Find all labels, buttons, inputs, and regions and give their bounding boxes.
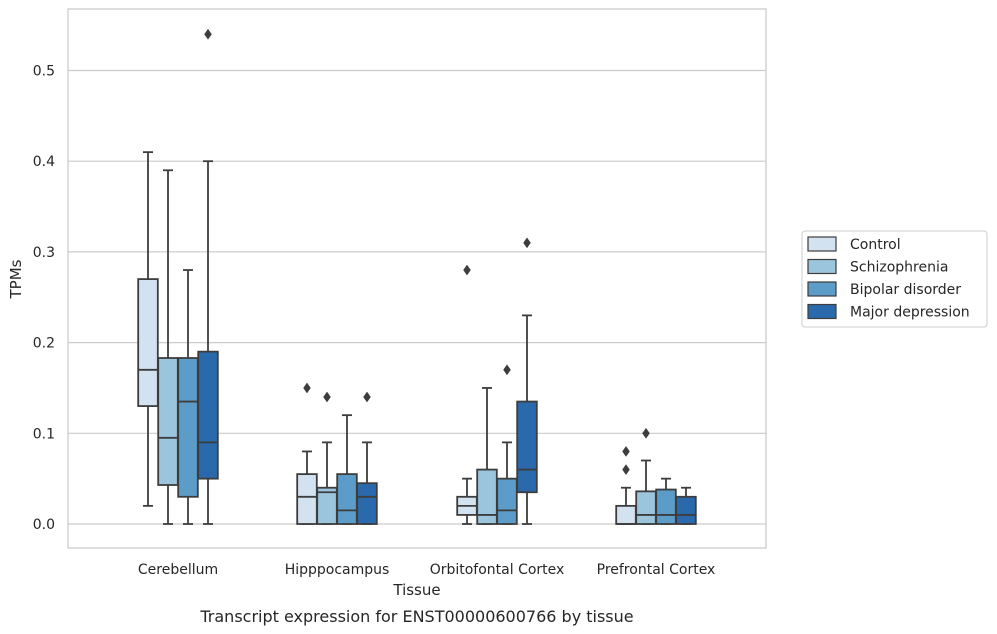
box-iqr — [635, 490, 657, 525]
y-tick-label: 0.4 — [33, 154, 55, 170]
box-1-2 — [476, 387, 498, 525]
box-iqr — [516, 400, 538, 494]
outlier-point — [503, 364, 511, 376]
x-tick-label: Prefrontal Cortex — [597, 562, 716, 578]
legend: Control Schizophrenia Bipolar disorder Majo… — [801, 230, 988, 328]
box-1-0 — [157, 169, 179, 525]
box-iqr — [316, 486, 338, 525]
x-tick-label: Hipppocampus — [285, 562, 390, 578]
y-axis-label: TPMs — [7, 259, 25, 299]
box-1-1 — [316, 391, 338, 525]
box-iqr — [336, 473, 358, 525]
y-tick-label: 0.1 — [33, 426, 55, 442]
legend-frame — [801, 230, 988, 328]
box-3-0 — [197, 28, 219, 525]
outlier-point — [463, 264, 471, 276]
box-iqr — [496, 477, 518, 525]
box-3-3 — [675, 486, 697, 525]
box-layer — [137, 28, 697, 525]
box-3-1 — [356, 391, 378, 525]
legend-swatch — [807, 303, 837, 320]
box-iqr — [615, 504, 637, 525]
outlier-point — [523, 237, 531, 249]
box-iqr — [675, 495, 697, 525]
box-2-0 — [177, 269, 199, 525]
box-iqr — [157, 357, 179, 486]
box-iqr — [655, 488, 677, 525]
outlier-point — [204, 28, 212, 40]
y-tick-label: 0.2 — [33, 336, 55, 352]
box-0-0 — [137, 151, 159, 507]
box-iqr — [137, 278, 159, 407]
box-iqr — [197, 350, 219, 480]
legend-swatch — [807, 258, 837, 275]
y-tick-labels: 0.0 0.1 0.2 0.3 0.4 0.5 — [33, 64, 55, 534]
x-tick-labels: Cerebellum Hipppocampus Orbitofontal Corte… — [138, 562, 715, 578]
box-2-2 — [496, 364, 518, 525]
x-tick-label: Orbitofontal Cortex — [430, 562, 565, 578]
outlier-point — [303, 382, 311, 394]
box-iqr — [356, 482, 378, 525]
box-0-1 — [296, 382, 318, 525]
plot-frame — [67, 8, 767, 549]
outlier-point — [642, 427, 650, 439]
box-0-3 — [615, 446, 637, 525]
box-iqr — [476, 468, 498, 525]
outlier-point — [622, 446, 630, 457]
outlier-point — [622, 464, 630, 476]
legend-swatch — [807, 281, 837, 297]
legend-label: Major depression — [850, 305, 970, 321]
legend-swatch — [807, 236, 837, 252]
legend-label: Control — [850, 237, 901, 253]
box-2-3 — [655, 477, 677, 525]
y-tick-label: 0.3 — [33, 245, 55, 261]
box-iqr — [177, 357, 199, 498]
box-2-1 — [336, 414, 358, 525]
outlier-point — [323, 391, 331, 403]
box-iqr — [296, 473, 318, 525]
y-tick-label: 0.5 — [33, 64, 55, 80]
box-1-3 — [635, 427, 657, 525]
x-axis-label: Tissue — [392, 581, 440, 599]
legend-label: Bipolar disorder — [850, 282, 961, 298]
box-3-2 — [516, 237, 538, 525]
box-0-2 — [456, 264, 478, 525]
x-tick-label: Cerebellum — [138, 562, 218, 578]
outlier-point — [363, 391, 371, 403]
y-tick-label: 0.0 — [33, 517, 55, 533]
legend-label: Schizophrenia — [850, 260, 948, 276]
chart-caption: Transcript expression for ENST0000060076… — [199, 607, 633, 626]
